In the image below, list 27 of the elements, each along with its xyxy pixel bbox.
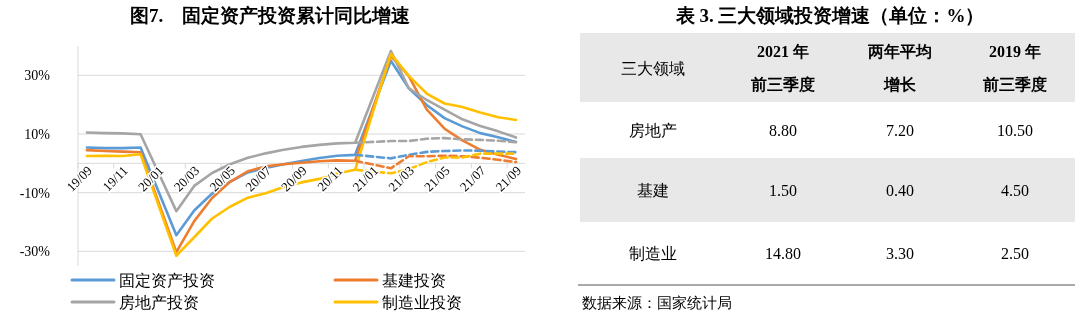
y-tick-label: -10% xyxy=(19,185,51,201)
text: 14.80 xyxy=(765,245,801,262)
category-label: 2021 年前三季度 xyxy=(750,43,815,93)
legend-label: 基建投资 xyxy=(382,272,446,289)
category-label: 2019 年前三季度 xyxy=(982,43,1047,93)
y-tick-label: 30% xyxy=(24,68,51,84)
source-note: 数据来源：国家统计局 xyxy=(582,295,732,311)
text: 1.50 xyxy=(769,182,797,199)
text: 7.20 xyxy=(886,122,914,139)
category-label: 基建 xyxy=(637,182,669,199)
legend-label: 房地产投资 xyxy=(119,294,199,311)
text: 10.50 xyxy=(997,122,1033,139)
legend-label: 固定资产投资 xyxy=(119,272,215,289)
text: 3.30 xyxy=(886,245,914,262)
category-label: 制造业 xyxy=(629,245,677,262)
text: 0.40 xyxy=(886,182,914,199)
text: 三大领域 xyxy=(621,59,685,77)
text: 4.50 xyxy=(1001,182,1029,199)
chart-title: 图7. 固定资产投资累计同比增速 xyxy=(129,5,411,26)
y-tick-label: -30% xyxy=(19,244,51,260)
category-label: 房地产 xyxy=(629,122,677,139)
legend-label: 制造业投资 xyxy=(382,294,462,311)
text: 8.80 xyxy=(769,122,797,139)
category-label: 两年平均增长 xyxy=(867,43,932,93)
y-tick-label: 10% xyxy=(24,127,51,142)
text: 2.50 xyxy=(1001,245,1029,262)
text: 表 3. 三大领域投资增速（单位：%） xyxy=(674,5,985,26)
